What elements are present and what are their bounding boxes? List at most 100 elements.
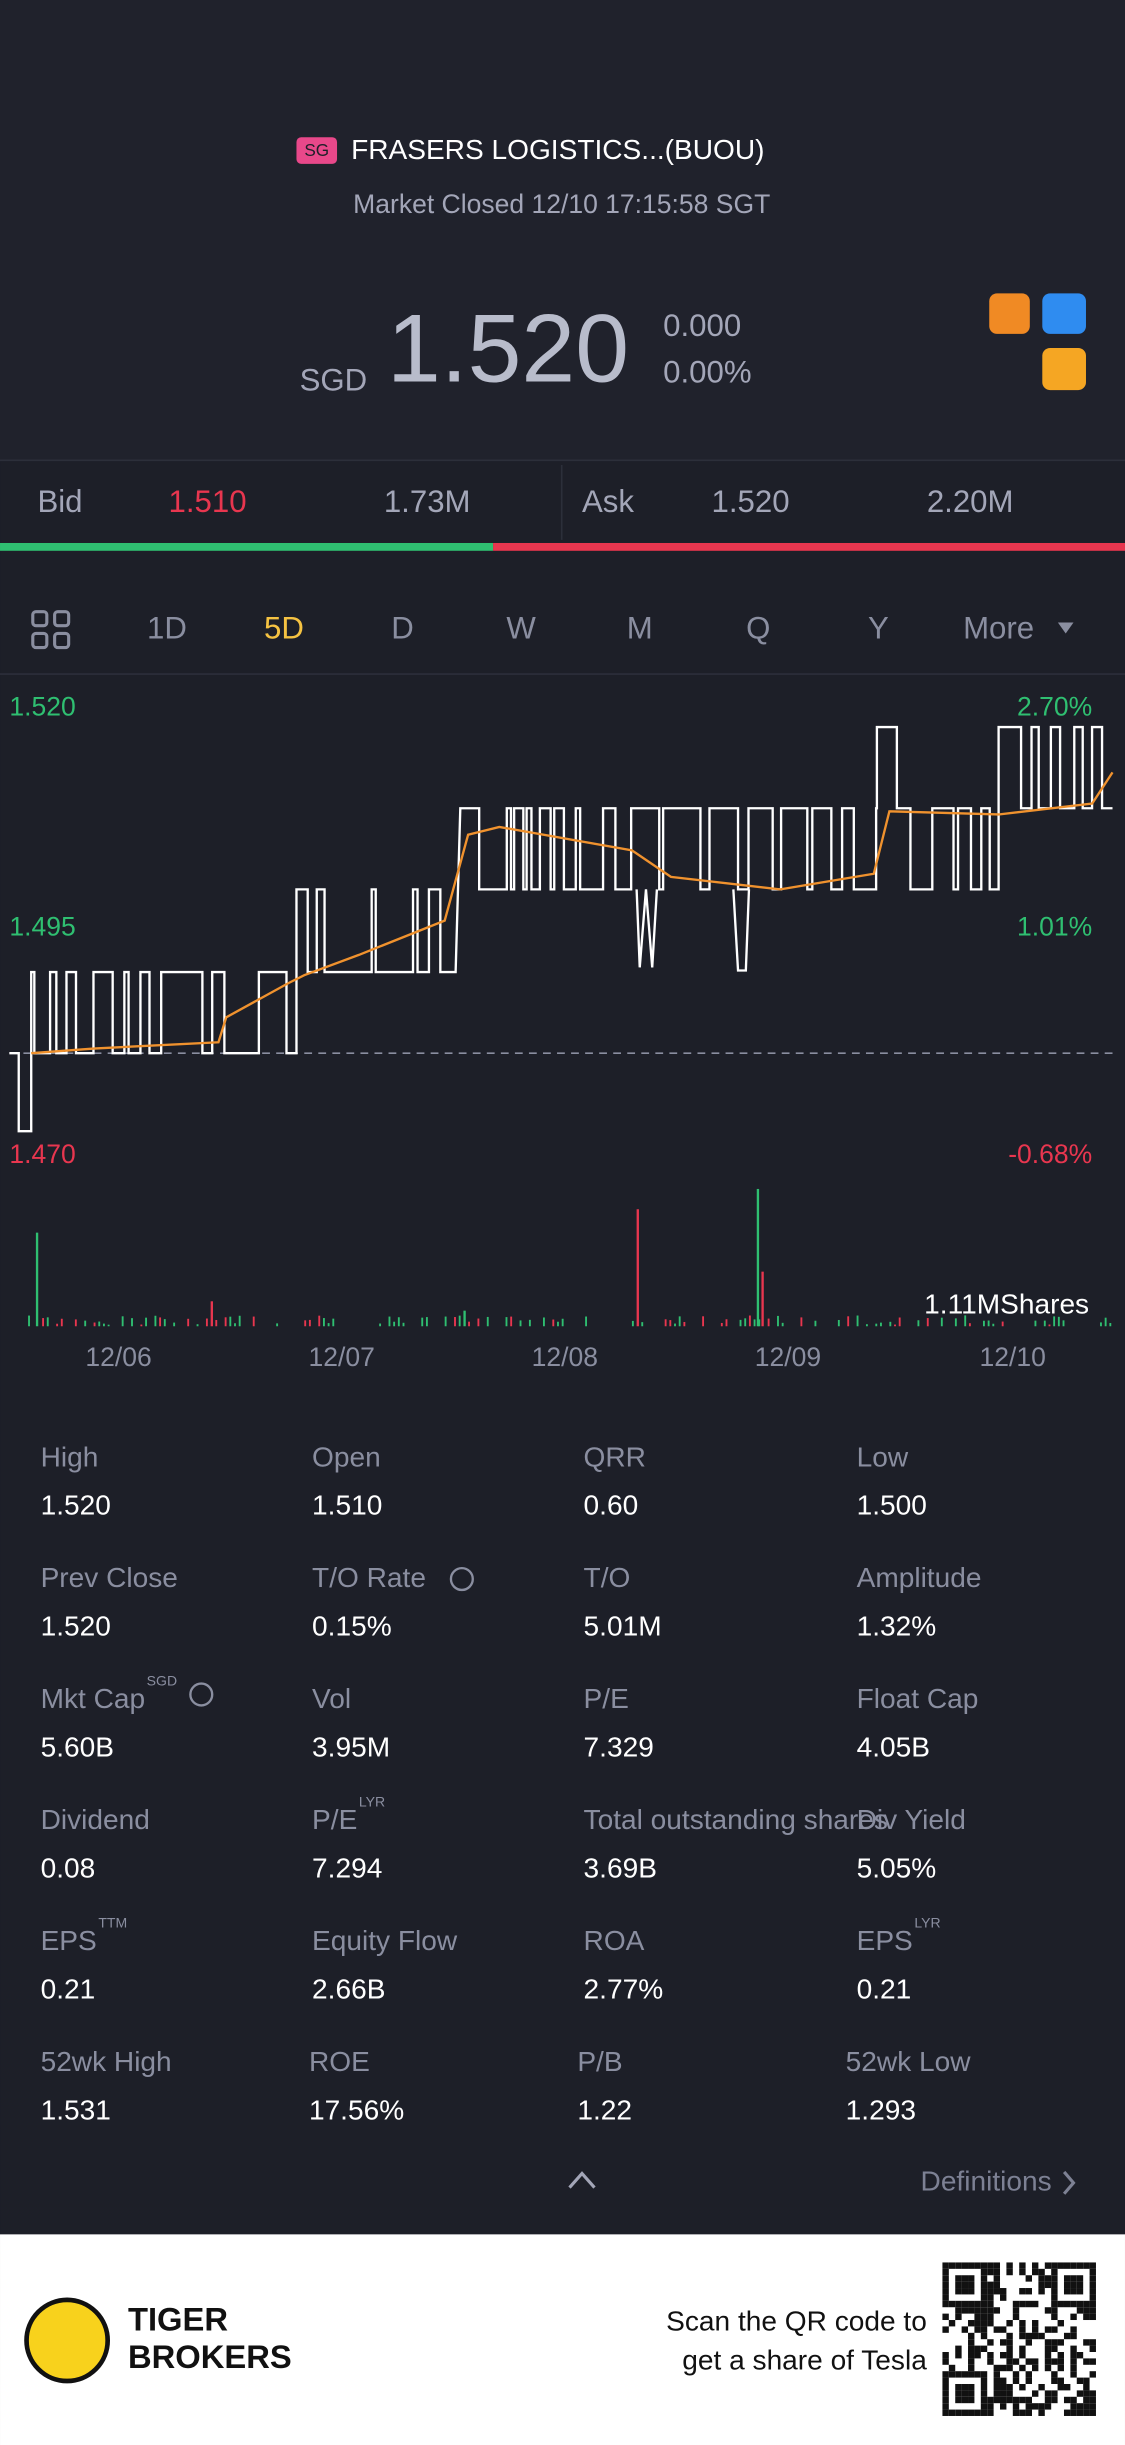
stat-label: 52wk High (41, 2046, 172, 2077)
qr-cell (1083, 2390, 1090, 2397)
volume-bar (664, 1319, 667, 1327)
qr-cell (1076, 2409, 1084, 2416)
qr-cell (1006, 2364, 1013, 2372)
icon-short[interactable] (989, 293, 1030, 334)
qr-cell (1051, 2396, 1058, 2404)
qr-cell (1089, 2288, 1096, 2295)
qr-cell (1076, 2275, 1084, 2282)
qr-cell (980, 2307, 988, 2314)
price-axis-label: 1.520 (9, 691, 75, 721)
stat-value: 1.520 (41, 1611, 111, 1642)
qr-cell (1019, 2268, 1026, 2276)
period-tab[interactable]: W (506, 611, 536, 646)
pct-axis-label: 2.70% (1017, 691, 1092, 721)
qr-cell (968, 2320, 975, 2327)
qr-cell (1051, 2377, 1058, 2384)
volume-bar (210, 1301, 213, 1327)
badge-text: SG (304, 140, 329, 160)
volume-bar (739, 1319, 742, 1327)
qr-cell (1083, 2300, 1090, 2308)
stat-value: 1.500 (857, 1490, 927, 1521)
period-tab[interactable]: M (627, 611, 653, 646)
qr-cell (1031, 2326, 1039, 2333)
stat-value: 2.77% (584, 1973, 664, 2004)
volume-bar (702, 1316, 705, 1327)
stat-label: Equity Flow (312, 1925, 458, 1956)
qr-cell (1051, 2281, 1058, 2289)
volume-bar (425, 1317, 428, 1327)
qr-cell (1019, 2326, 1026, 2333)
period-tab[interactable]: Y (868, 611, 889, 646)
qr-cell (1006, 2262, 1013, 2269)
qr-cell (1025, 2371, 1032, 2378)
volume-bar (505, 1317, 508, 1327)
qr-cell (987, 2313, 994, 2321)
volume-bar (379, 1323, 382, 1327)
scan-text: get a share of Tesla (682, 2345, 927, 2376)
qr-cell (955, 2307, 962, 2314)
stat-value: 0.21 (857, 1973, 912, 2004)
stat-label: 52wk Low (846, 2046, 972, 2077)
qr-cell (980, 2294, 988, 2301)
stat-value: 0.15% (312, 1611, 392, 1642)
period-tab[interactable]: D (391, 611, 414, 646)
volume-bar (205, 1318, 208, 1327)
qr-cell (1063, 2383, 1071, 2391)
volume-bar (393, 1321, 396, 1327)
qr-cell (974, 2307, 981, 2314)
volume-bar (84, 1320, 87, 1327)
volume-bar (454, 1317, 456, 1327)
qr-cell (993, 2326, 1001, 2333)
qr-cell (1000, 2352, 1007, 2359)
qr-cell (948, 2371, 956, 2378)
volume-bar (753, 1319, 756, 1327)
volume-bar (444, 1316, 447, 1327)
grid-icon[interactable] (31, 610, 71, 650)
qr-cell (1038, 2383, 1045, 2391)
volume-bar (837, 1319, 840, 1327)
stat-label: T/O (584, 1562, 631, 1593)
qr-cell (980, 2345, 988, 2353)
qr-cell (1057, 2262, 1064, 2269)
qr-cell (1044, 2364, 1052, 2372)
volume-bar (46, 1317, 49, 1327)
stat-label: ROE (309, 2046, 370, 2077)
qr-cell (980, 2268, 988, 2276)
period-tab[interactable]: More (963, 611, 1034, 646)
qr-cell (1070, 2358, 1077, 2365)
qr-cell (1025, 2339, 1032, 2346)
qr-cell (1031, 2262, 1039, 2269)
qr-cell (987, 2358, 994, 2365)
collapse-arrow[interactable] (568, 2171, 596, 2189)
volume-bar (674, 1323, 676, 1327)
period-tab[interactable]: Q (746, 611, 770, 646)
qr-cell (1070, 2332, 1077, 2340)
stat-label: Amplitude (857, 1562, 982, 1593)
qr-cell (1057, 2358, 1064, 2365)
volume-bar (744, 1318, 747, 1327)
qr-cell (961, 2396, 969, 2404)
qr-cell (1000, 2390, 1007, 2397)
qr-cell (1012, 2377, 1020, 2384)
qr-cell (942, 2396, 949, 2404)
period-tab[interactable]: 1D (147, 611, 187, 646)
qr-cell (1063, 2262, 1071, 2269)
qr-cell (942, 2294, 949, 2301)
qr-cell (1089, 2300, 1096, 2308)
icon-dividend[interactable] (1042, 347, 1086, 391)
volume-bar (720, 1322, 723, 1327)
stat-value: 1.22 (577, 2094, 632, 2125)
qr-cell (1076, 2300, 1084, 2308)
qr-cell (987, 2320, 994, 2327)
period-tab[interactable]: 5D (264, 611, 304, 646)
volume-bar (322, 1318, 325, 1327)
volume-bar (60, 1318, 63, 1327)
stat-label: Prev Close (41, 1562, 178, 1593)
icon-flash[interactable] (1042, 293, 1086, 334)
qr-cell (980, 2332, 988, 2340)
qr-cell (1070, 2288, 1077, 2295)
qr-cell (1089, 2403, 1096, 2410)
definitions-link[interactable]: Definitions (921, 2165, 1052, 2196)
chevron (1062, 2170, 1076, 2195)
